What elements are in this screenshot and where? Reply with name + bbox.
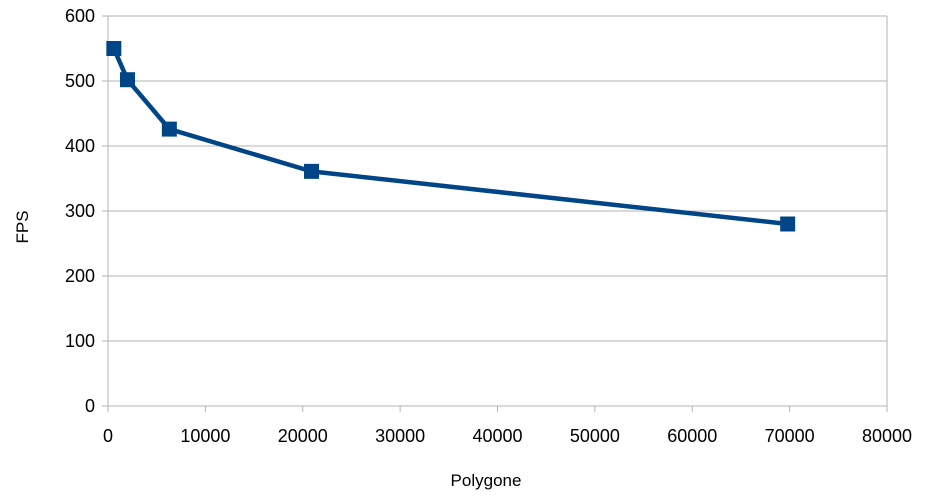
tick-labels: 0 100 200 300 400 500 600 0 10000 20000 30000 40000… <box>65 6 912 446</box>
x-tick-label-40000: 40000 <box>472 426 522 446</box>
x-tick-label-60000: 60000 <box>667 426 717 446</box>
x-tick-label-70000: 70000 <box>765 426 815 446</box>
y-tick-label-500: 500 <box>65 71 95 91</box>
series-line-0 <box>111 46 790 227</box>
y-tick-label-0: 0 <box>85 396 95 416</box>
x-tick-label-10000: 10000 <box>180 426 230 446</box>
x-tick-label-0: 0 <box>103 426 113 446</box>
y-axis-title: FPS <box>13 210 32 243</box>
y-tick-label-100: 100 <box>65 331 95 351</box>
data-point-0 <box>106 41 122 56</box>
x-tick-label-30000: 30000 <box>375 426 425 446</box>
data-point-1 <box>119 72 135 88</box>
x-tick-label-80000: 80000 <box>862 426 912 446</box>
data-point-2 <box>161 121 177 137</box>
y-tick-label-200: 200 <box>65 266 95 286</box>
series <box>106 41 796 232</box>
data-point-3 <box>304 163 320 179</box>
grid-lines <box>108 15 888 406</box>
y-tick-label-300: 300 <box>65 201 95 221</box>
x-tick-label-20000: 20000 <box>278 426 328 446</box>
y-tick-label-600: 600 <box>65 6 95 26</box>
data-point-4 <box>780 216 796 232</box>
axes <box>102 15 888 412</box>
x-axis-title: Polygone <box>451 471 522 490</box>
y-tick-label-400: 400 <box>65 136 95 156</box>
x-tick-label-50000: 50000 <box>570 426 620 446</box>
